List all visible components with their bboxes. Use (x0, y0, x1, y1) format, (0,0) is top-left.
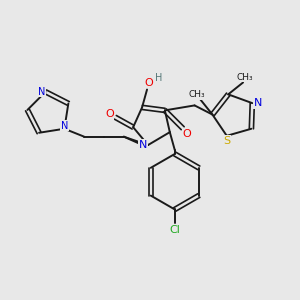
Text: H: H (155, 73, 163, 83)
Text: N: N (139, 140, 147, 150)
Text: O: O (145, 78, 153, 88)
Text: O: O (105, 109, 114, 119)
Text: CH₃: CH₃ (188, 90, 205, 99)
Text: Cl: Cl (169, 225, 180, 235)
Text: O: O (182, 129, 191, 139)
Text: CH₃: CH₃ (237, 73, 254, 82)
Text: S: S (223, 136, 230, 146)
Text: N: N (254, 98, 262, 108)
Text: N: N (61, 121, 68, 131)
Text: N: N (38, 87, 45, 97)
